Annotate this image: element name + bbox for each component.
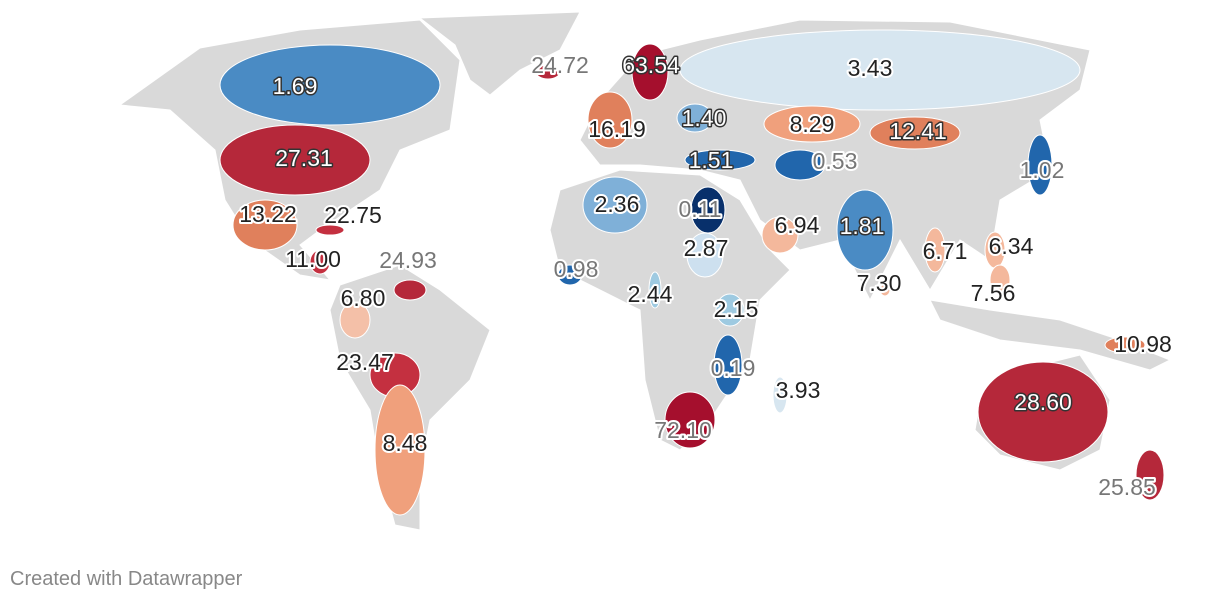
greenland	[418, 11, 581, 96]
region	[309, 249, 331, 275]
value-label: 6.94	[775, 212, 820, 238]
value-label: 3.43	[848, 55, 893, 81]
region	[679, 29, 1081, 111]
region	[232, 199, 298, 251]
region	[772, 376, 788, 414]
region	[582, 176, 648, 234]
footer: Created with Datawrapper	[10, 568, 243, 590]
region	[774, 149, 826, 181]
value-label: 8.48	[383, 430, 428, 456]
region	[1104, 336, 1146, 354]
value-label: 25.85	[1098, 474, 1156, 500]
indonesia	[929, 299, 1172, 371]
region	[869, 116, 961, 150]
value-label: 6.34	[989, 233, 1034, 259]
region	[339, 301, 371, 339]
value-label: 28.60	[1014, 389, 1072, 415]
region	[664, 391, 716, 449]
regions	[219, 29, 1165, 516]
region	[977, 361, 1109, 463]
value-label: 7.30	[857, 270, 902, 296]
value-label: 2.87	[684, 235, 729, 261]
value-label: 24.93	[379, 247, 437, 273]
value-label: 0.98	[554, 256, 599, 282]
region	[761, 216, 799, 254]
region	[1135, 449, 1165, 501]
region	[1027, 134, 1053, 196]
region	[684, 149, 756, 171]
value-label: 2.15	[714, 296, 759, 322]
region	[836, 189, 894, 271]
region	[393, 279, 427, 301]
region	[631, 43, 669, 101]
value-label: 1.02	[1020, 157, 1065, 183]
value-label: 1.69	[273, 73, 318, 99]
region	[924, 227, 946, 273]
value-label: 16.19	[588, 116, 646, 142]
value-label: 1.40	[682, 105, 727, 131]
value-label: 3.93	[776, 377, 821, 403]
value-label: 13.22	[239, 201, 297, 227]
value-label: 11.00	[285, 246, 341, 272]
value-label: 12.41	[889, 118, 947, 144]
value-label: 23.47	[336, 349, 394, 375]
region	[535, 64, 561, 80]
value-label: 2.36	[595, 191, 640, 217]
region	[713, 334, 743, 396]
region	[763, 105, 861, 143]
value-label: 24.72	[531, 52, 589, 78]
value-label: 0.53	[813, 148, 858, 174]
region	[374, 384, 426, 516]
value-label: 2.44	[628, 281, 673, 307]
region	[219, 124, 371, 196]
value-label: 72.10	[654, 417, 712, 443]
region	[557, 264, 583, 286]
value-label: 7.56	[971, 280, 1016, 306]
region	[676, 103, 714, 133]
value-label: 8.29	[790, 111, 835, 137]
value-label: 0.19	[711, 355, 756, 381]
value-label: 63.54	[622, 52, 680, 78]
region	[219, 44, 441, 126]
value-label: 22.75	[324, 202, 382, 228]
value-label: 6.71	[923, 238, 968, 264]
labels: 24.72 63.54 3.43 1.69 16.19 1.40 8.29 12.41 27.3…	[237, 50, 1174, 502]
region	[989, 264, 1011, 296]
region	[879, 283, 891, 297]
region	[686, 232, 724, 278]
region	[715, 293, 745, 327]
value-label: 6.80	[341, 285, 386, 311]
region	[648, 271, 662, 309]
value-label: 27.31	[275, 145, 333, 171]
region	[315, 224, 345, 236]
value-label: 1.81	[840, 213, 885, 239]
value-label: 10.98	[1114, 331, 1172, 357]
region	[587, 91, 633, 149]
value-label: 1.51	[689, 147, 734, 173]
value-label: 0.11	[678, 196, 721, 222]
